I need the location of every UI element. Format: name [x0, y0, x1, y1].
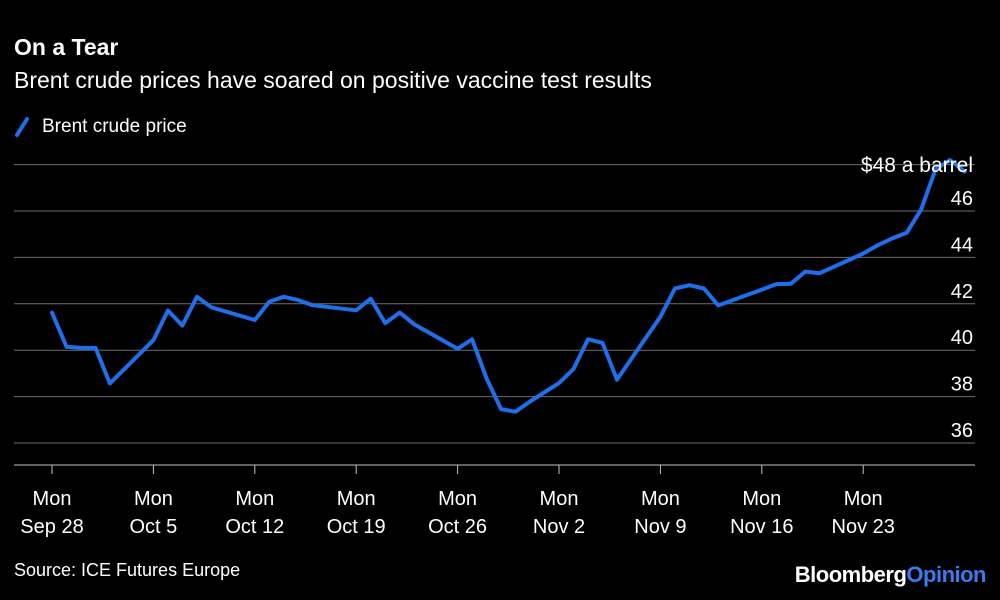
legend-label: Brent crude price: [42, 116, 187, 137]
x-tick-label-weekday: Mon: [33, 488, 72, 510]
logo-bloomberg: Bloomberg: [794, 562, 907, 587]
y-tick-label-36: 36: [951, 420, 973, 442]
y-tick-label-38: 38: [951, 374, 973, 396]
y-axis-ticks: 36 38 40 42 44 46: [951, 188, 973, 442]
x-tick-label-date: Oct 26: [428, 516, 487, 538]
source-note: Source: ICE Futures Europe: [14, 560, 241, 580]
x-tick-label-weekday: Mon: [742, 488, 781, 510]
x-tick-label-weekday: Mon: [438, 488, 477, 510]
legend: Brent crude price: [14, 113, 187, 141]
x-tick-label-weekday: Mon: [337, 488, 376, 510]
x-tick-label-date: Oct 19: [327, 516, 386, 538]
x-tick-label-weekday: Mon: [844, 488, 883, 510]
x-tick-label-weekday: Mon: [134, 488, 173, 510]
y-tick-label-42: 42: [951, 281, 973, 303]
y-tick-label-44: 44: [951, 234, 973, 256]
x-tick-label-date: Nov 16: [730, 516, 793, 538]
logo-opinion: Opinion: [906, 562, 986, 587]
y-tick-label-46: 46: [951, 188, 973, 210]
x-axis-ticks: Mon Sep 28 Mon Oct 5 Mon Oct 12 Mon Oct 19 Mon Oc…: [20, 465, 895, 538]
chart-subtitle: Brent crude prices have soared on positi…: [14, 67, 652, 93]
x-tick-label-weekday: Mon: [235, 488, 274, 510]
x-tick-label-date: Oct 12: [225, 516, 284, 538]
price-annotation: $48 a barrel: [861, 154, 973, 177]
legend-swatch: [15, 117, 29, 137]
x-tick-label-date: Sep 28: [20, 516, 83, 538]
x-tick-label-weekday: Mon: [540, 488, 579, 510]
x-tick-label-date: Nov 9: [634, 516, 686, 538]
x-tick-label-date: Oct 5: [130, 516, 178, 538]
bloomberg-opinion-logo: BloombergOpinion: [794, 562, 987, 588]
grid-lines: [14, 164, 975, 466]
series-line-brent-crude-price: [50, 158, 967, 414]
chart-title: On a Tear: [14, 34, 119, 60]
x-tick-label-weekday: Mon: [641, 488, 680, 510]
x-tick-label-date: Nov 2: [533, 516, 585, 538]
y-tick-label-40: 40: [951, 327, 973, 349]
x-tick-label-date: Nov 23: [832, 516, 895, 538]
